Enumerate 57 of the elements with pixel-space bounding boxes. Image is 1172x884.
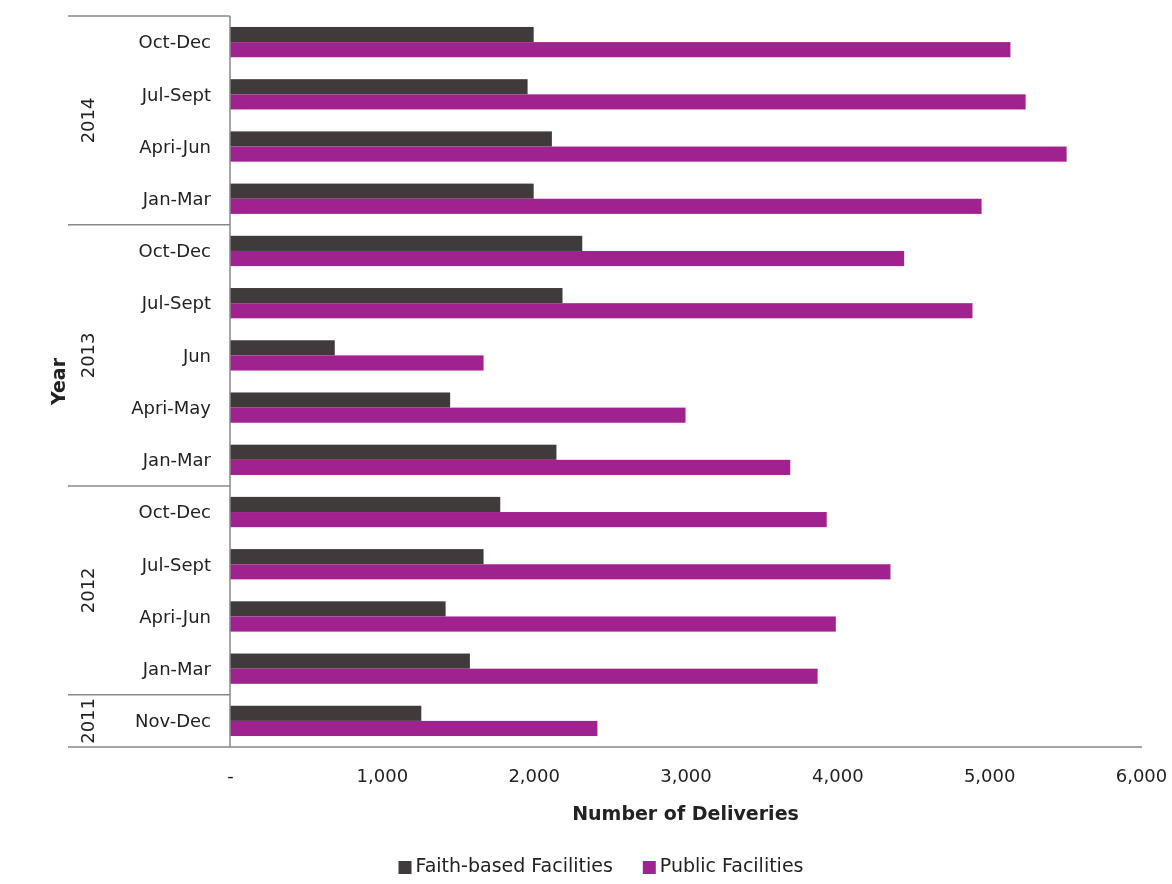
bar — [230, 303, 973, 319]
bar — [230, 42, 1011, 58]
bar — [230, 512, 827, 528]
bar — [230, 668, 818, 684]
bar — [230, 79, 528, 95]
bar — [230, 146, 1067, 162]
x-tick-label: 1,000 — [356, 764, 409, 786]
bar — [230, 705, 422, 721]
bar — [230, 250, 905, 267]
y-tick-label: Oct-Dec — [138, 31, 211, 53]
bar — [230, 459, 791, 475]
bar — [230, 288, 563, 304]
x-tick-label: 4,000 — [812, 764, 864, 786]
bar — [230, 392, 451, 408]
x-tick-label: - — [227, 764, 234, 786]
y-tick-label: Apri-May — [131, 396, 212, 418]
bar — [230, 94, 1026, 110]
y-tick-label: Oct-Dec — [138, 240, 211, 262]
legend-label: Faith-based Facilities — [415, 854, 613, 876]
bar — [230, 616, 836, 632]
text: 2013 — [77, 332, 99, 379]
bar — [230, 26, 534, 43]
y-tick-label: Jan-Mar — [141, 657, 212, 679]
bar — [230, 601, 446, 617]
text: 2014 — [77, 97, 99, 144]
bar — [230, 496, 501, 513]
y-tick-label: Oct-Dec — [138, 501, 211, 523]
bar — [230, 564, 891, 580]
bar — [230, 444, 557, 460]
bar — [230, 183, 534, 199]
text: 2012 — [77, 567, 99, 614]
y-tick-label: Apri-Jun — [139, 605, 211, 627]
bar — [230, 340, 335, 356]
bar — [230, 235, 583, 251]
bar — [230, 720, 598, 737]
bar — [230, 407, 686, 423]
y-tick-label: Jul-Sept — [140, 292, 211, 314]
bar — [230, 355, 484, 371]
bar — [230, 131, 552, 147]
bar — [230, 549, 484, 565]
y-tick-label: Apri-Jun — [139, 135, 211, 157]
x-axis-title: Number of Deliveries — [572, 802, 799, 824]
x-tick-label: 3,000 — [660, 764, 712, 786]
y-tick-label: Nov-Dec — [135, 710, 211, 732]
y-axis-title: Year — [46, 357, 69, 407]
x-tick-label: 2,000 — [508, 764, 560, 786]
y-tick-label: Jan-Mar — [141, 188, 212, 210]
y-tick-label: Jul-Sept — [140, 83, 211, 105]
x-tick-label: 5,000 — [963, 764, 1016, 786]
y-tick-label: Jun — [181, 344, 211, 366]
text: 2011 — [77, 697, 99, 744]
y-tick-label: Jan-Mar — [141, 449, 212, 471]
x-tick-label: 6,000 — [1115, 764, 1168, 786]
bar — [230, 653, 470, 669]
bar — [230, 198, 982, 214]
y-tick-label: Jul-Sept — [140, 553, 211, 575]
legend-label: Public Facilities — [659, 854, 804, 876]
